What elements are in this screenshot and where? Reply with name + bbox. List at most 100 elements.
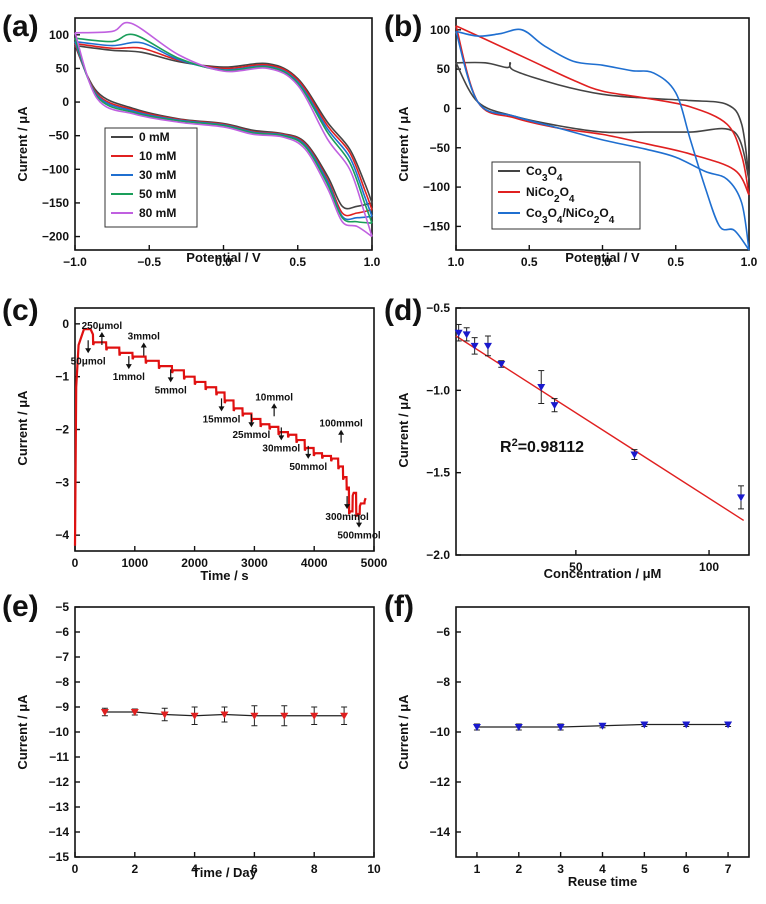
annotation-label: 500mmol [337,531,381,542]
y-tick-label: −9 [55,700,69,714]
r-squared-value: =0.98112 [518,439,584,456]
x-tick-label: 50 [569,560,583,574]
y-tick-label: −8 [436,675,450,689]
x-axis-title: Time / Day [192,865,258,880]
y-tick-label: −14 [430,825,451,839]
x-tick-label: 0.5 [289,255,306,269]
legend-label-part: 4 [557,215,563,226]
annotation-label: 25mmol [233,430,271,441]
y-tick-label: −6 [55,625,69,639]
annotation-label: 1mmol [113,372,145,383]
panel-label: (a) [2,10,39,43]
data-point [556,724,565,731]
data-point [472,724,481,731]
legend-label: 30 mM [139,168,176,182]
x-tick-label: 5000 [361,556,388,570]
y-tick-label: 0 [62,317,69,331]
x-tick-label: 1000 [121,556,148,570]
series-line-lower [74,32,373,238]
legend-label-part: Co [526,164,542,178]
plot-frame [455,606,750,858]
y-tick-label: −2 [55,423,69,437]
series-line-lower [74,45,373,210]
y-tick-label: −100 [423,180,450,194]
legend-label-part: /NiCo [562,206,593,220]
y-tick-label: −6 [436,625,450,639]
y-tick-label: −2.0 [426,548,450,562]
panel-label: (d) [384,294,422,327]
y-tick-label: 100 [49,28,69,42]
annotation-arrowhead [271,403,278,409]
y-tick-label: −15 [49,850,70,864]
legend-label-part: O [560,185,569,199]
x-tick-label: 7 [725,862,732,876]
annotation-arrowhead [167,377,174,383]
x-tick-label: 5 [641,862,648,876]
annotation: 50μmol [71,340,106,367]
annotation: 500mmol [337,514,381,542]
legend-label-part: 2 [594,215,600,226]
y-tick-label: 50 [437,62,451,76]
legend-label-part: 3 [542,173,548,184]
x-axis-title: Reuse time [568,874,637,889]
annotation-label: 50μmol [71,356,106,367]
x-tick-label: 3000 [241,556,268,570]
x-tick-label: 0.0 [215,255,232,269]
series-line [73,328,367,546]
data-point [483,342,492,350]
legend-label: 50 mM [139,187,176,201]
panel-d: (d) 50 100 −2.0 −1.5 −1.0 −0.5 Concentration / … [384,294,750,581]
panel-label: (f) [384,590,414,623]
y-tick-label: −5 [55,600,69,614]
data-point [220,711,229,719]
legend-label-part: 4 [569,194,575,205]
y-tick-label: −150 [42,196,69,210]
legend-label-part: O [599,206,608,220]
legend-label-part: O [548,164,557,178]
legend-label-part: 4 [557,173,563,184]
legend-label: 0 mM [139,130,170,144]
y-axis-title: Current / μA [15,694,30,770]
x-axis-title: Potential / V [565,250,640,265]
legend-label-part: 4 [609,215,615,226]
x-tick-label: 1.0 [741,255,758,269]
y-tick-label: −10 [49,725,70,739]
data-point [514,724,523,731]
data-point [724,721,733,729]
annotation-label: 15mmol [203,414,241,425]
y-tick-label: 0 [443,101,450,115]
annotation-label: 30mmol [262,443,300,454]
annotation-arrowhead [125,364,132,370]
data-point [497,360,506,368]
data-point [340,712,349,720]
x-tick-label: 2 [515,862,522,876]
series-line-upper [74,42,373,210]
x-tick-label: 1.0 [448,255,465,269]
y-tick-label: −7 [55,650,69,664]
x-tick-label: 6 [683,862,690,876]
annotation-arrowhead [344,504,351,510]
x-tick-label: 8 [311,862,318,876]
legend-box [491,161,641,230]
data-point [280,712,289,720]
annotation-label: 5mmol [155,385,187,396]
panel-f: (f) 1 2 3 4 5 6 7 −14 −12 −10 −8 −6 Reuse time Current… [384,590,750,889]
legend-label-part: O [548,206,557,220]
x-tick-label: 2 [131,862,138,876]
series-line-lower [455,62,750,180]
legend-label-part: NiCo [526,185,554,199]
data-point [160,711,169,719]
annotation-arrowhead [85,348,92,354]
y-tick-label: −8 [55,675,69,689]
annotation-label: 10mmol [255,392,293,403]
x-tick-label: 4 [191,862,198,876]
annotation-label: 250μmol [82,321,123,332]
annotation-arrowhead [356,522,363,528]
annotation: 1mmol [113,356,145,383]
y-axis-title: Current / μA [15,106,30,182]
y-tick-label: −14 [49,825,70,839]
x-tick-label: 0.0 [594,255,611,269]
series-line-upper [455,28,750,251]
data-point [682,721,691,729]
